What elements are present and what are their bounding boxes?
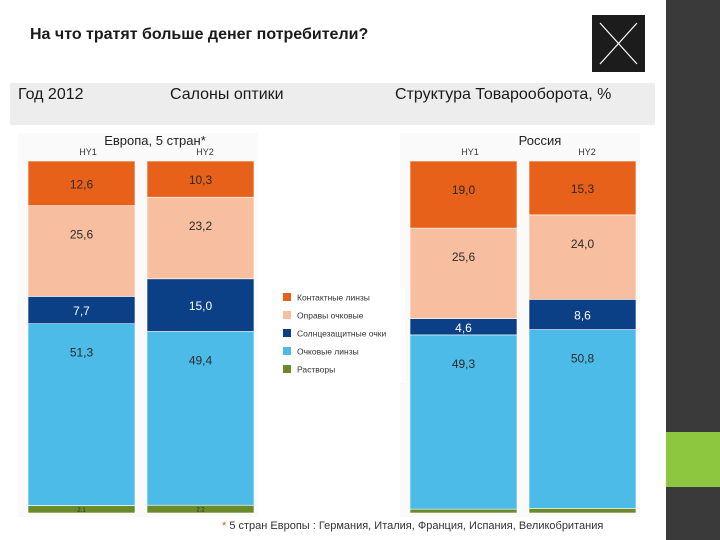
chart-data-label: 50,8 [571, 352, 595, 366]
page-title: На что тратят больше денег потребители? [30, 26, 369, 43]
chart-legend-label: Растворы [297, 365, 335, 375]
chart-data-label: 8,6 [574, 309, 591, 323]
chart-data-label: 12,6 [70, 177, 94, 191]
chart-bar-segment [528, 160, 637, 216]
chart-data-label: 15,0 [189, 299, 213, 313]
chart-bar-segment [528, 329, 637, 509]
header-year: Год 2012 [18, 86, 84, 103]
chart-bar-segment [528, 508, 637, 514]
chart-bar-segment [146, 278, 255, 332]
chart-data-label: 25,6 [70, 228, 94, 242]
chart-category-label: HY1 [79, 147, 97, 157]
chart-data-label: 19,0 [452, 183, 476, 197]
chart-data-label: 10,3 [189, 173, 213, 187]
chart-category-label: HY2 [196, 147, 214, 157]
chart-data-label: 49,3 [452, 357, 476, 371]
chart-bar-segment [528, 214, 637, 300]
chart-legend-label: Контактные линзы [297, 293, 370, 303]
chart-bar-segment [409, 334, 518, 510]
chart-legend-swatch [283, 329, 291, 337]
chart-bar-segment [27, 323, 136, 506]
chart-data-label: 15,3 [571, 182, 595, 196]
chart-group-title: Россия [519, 133, 562, 148]
chart-legend-label: Очковые линзы [297, 347, 359, 357]
chart-bar-segment [27, 205, 136, 297]
chart-bar-segment [409, 508, 518, 514]
chart-bar-segment [409, 227, 518, 319]
x-logo-icon [592, 15, 645, 72]
footnote: * 5 стран Европы : Германия, Италия, Фра… [222, 520, 603, 532]
chart-data-label: 25,6 [452, 250, 476, 264]
header-band [10, 83, 655, 125]
chart-legend-swatch [283, 311, 291, 319]
chart-category-label: HY2 [578, 147, 596, 157]
footnote-text: 5 стран Европы : Германия, Италия, Франц… [226, 520, 604, 532]
chart-group-title: Европа, 5 стран* [104, 133, 206, 148]
chart-legend-swatch [283, 347, 291, 355]
header-structure: Структура Товарооборота, % [395, 86, 612, 103]
chart-legend-label: Солнцезащитные очки [297, 329, 386, 339]
header-segment: Салоны оптики [170, 86, 284, 103]
chart-data-label: 24,0 [571, 237, 595, 251]
chart-data-label: 7,7 [73, 304, 90, 318]
chart-category-label: HY1 [461, 147, 479, 157]
chart-data-label: 23,2 [189, 219, 213, 233]
chart-bar-segment [146, 160, 255, 198]
chart-legend-swatch [283, 365, 291, 373]
chart-bar-segment [146, 331, 255, 506]
chart-bar-segment [146, 196, 255, 280]
chart-bar-segment [27, 160, 136, 207]
footnote-star: * [222, 520, 227, 532]
chart-data-label: 49,4 [189, 354, 213, 368]
chart-data-label: 51,3 [70, 346, 94, 360]
chart-data-label: 2.2 [196, 508, 205, 514]
chart-bar-segment [409, 160, 518, 229]
chart-legend-label: Оправы очковые [297, 311, 364, 321]
green-accent-block [666, 432, 720, 487]
chart-data-label: 2.1 [77, 508, 86, 514]
chart-data-label: 4,6 [455, 321, 472, 335]
chart-legend-bg [278, 288, 405, 383]
chart-bar-segment [528, 298, 637, 330]
chart-legend-swatch [283, 293, 291, 301]
